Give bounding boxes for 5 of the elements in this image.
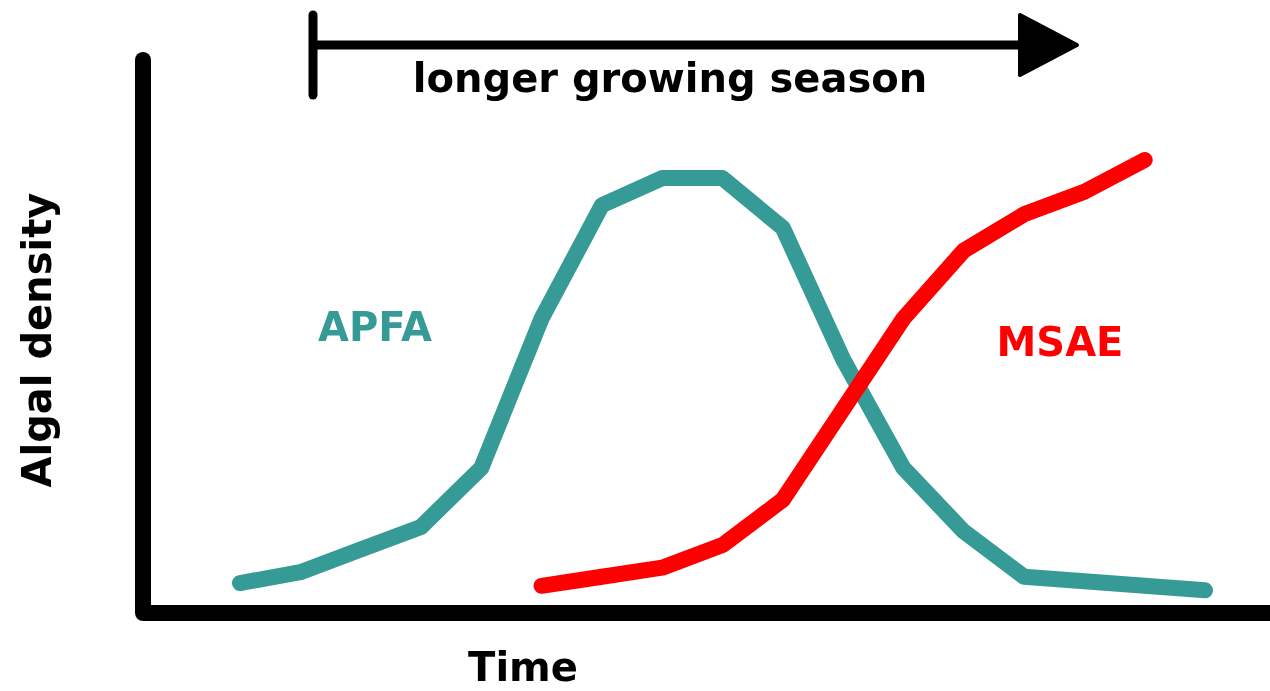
y-axis-title: Algal density xyxy=(14,192,60,488)
text: longer growing season xyxy=(412,55,928,101)
text: APFA xyxy=(318,304,433,350)
x-axis-title: Time xyxy=(468,644,578,690)
series-label: MSAE xyxy=(996,319,1124,365)
